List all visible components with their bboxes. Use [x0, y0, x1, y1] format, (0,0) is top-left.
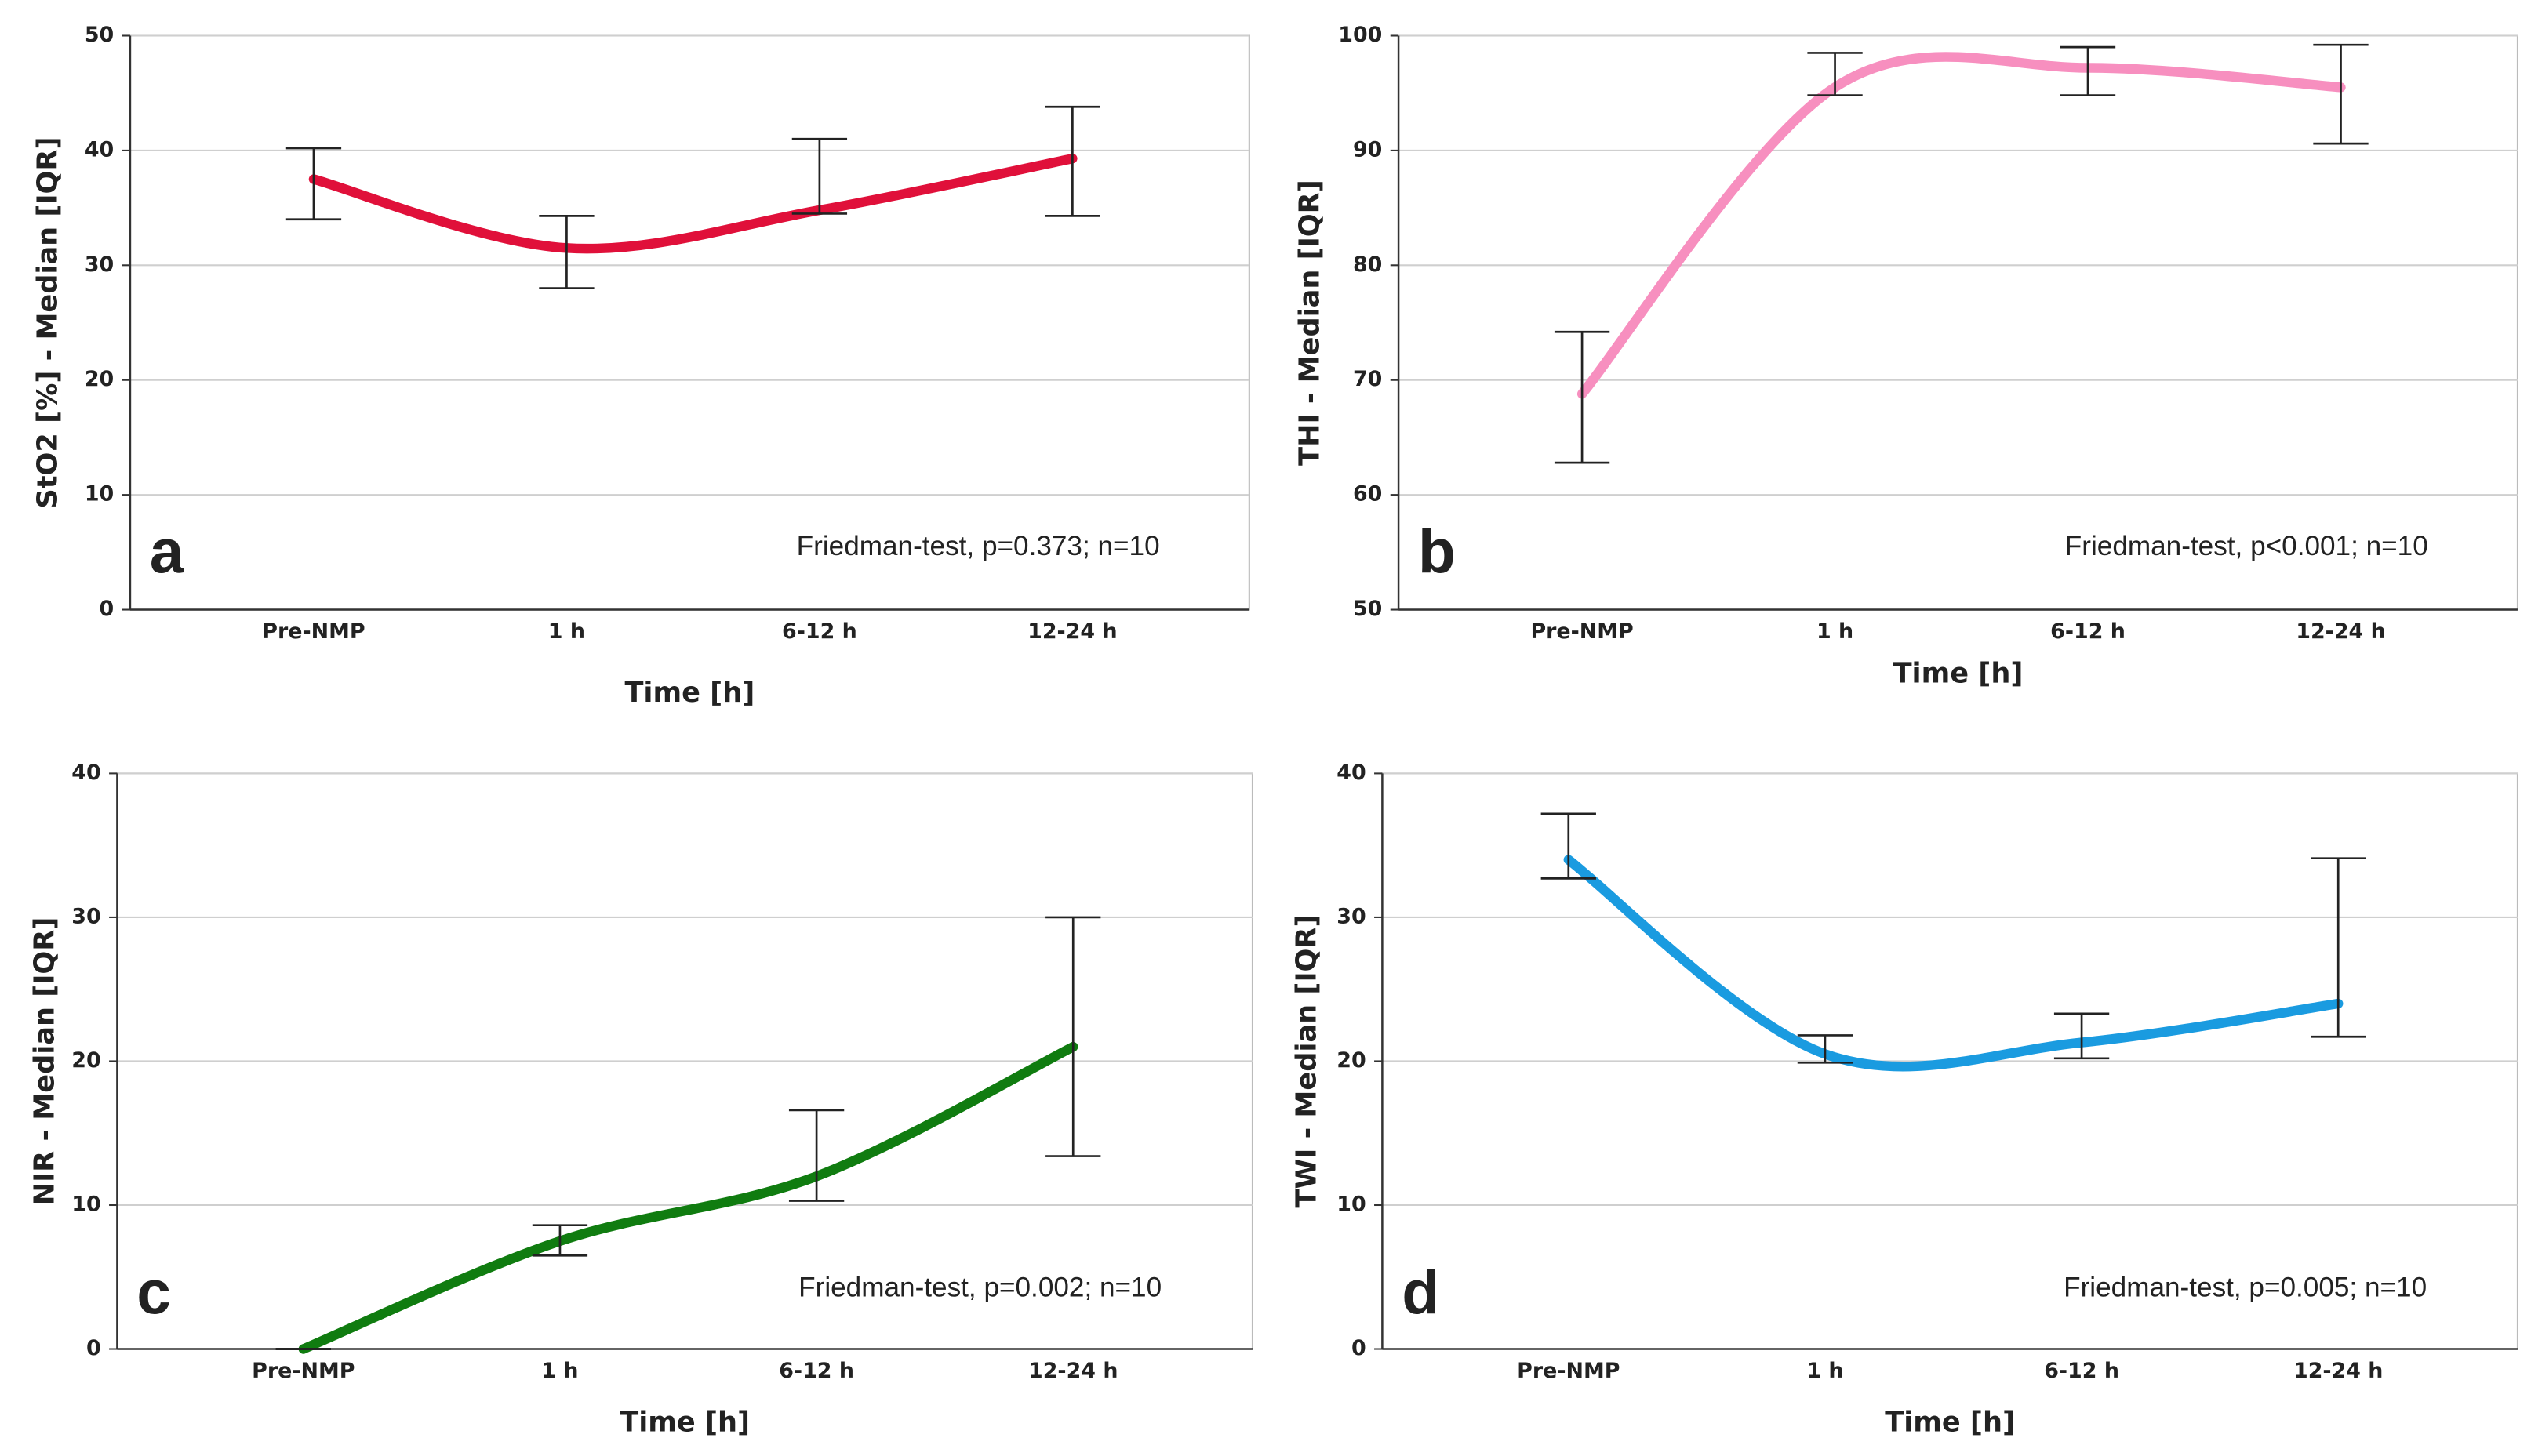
annotation: Friedman-test, p<0.001; n=10 — [2065, 531, 2428, 561]
y-tick-label: 30 — [1336, 904, 1366, 928]
x-tick-label: 6-12 h — [782, 619, 857, 644]
x-tick-label: 1 h — [1816, 619, 1853, 644]
y-axis-title: THI - Median [IQR] — [1293, 180, 1326, 466]
y-tick-label: 10 — [71, 1192, 100, 1216]
x-tick-label: 6-12 h — [2044, 1359, 2119, 1383]
y-tick-label: 100 — [1338, 23, 1382, 47]
y-tick-label: 30 — [71, 904, 100, 928]
x-tick-label: Pre-NMP — [262, 619, 365, 644]
y-axis-title: TWI - Median [IQR] — [1290, 914, 1322, 1207]
plot-frame — [129, 34, 1250, 611]
median-line — [308, 153, 1078, 254]
y-tick-label: 40 — [71, 761, 100, 785]
y-tick-label: 50 — [1353, 597, 1382, 621]
y-tick-label: 60 — [1353, 482, 1382, 507]
y-axis-title: NIR - Median [IQR] — [28, 917, 60, 1206]
y-tick-label: 90 — [1353, 137, 1382, 162]
x-tick-label: 12-24 h — [1028, 1359, 1118, 1383]
x-axis-title: Time [h] — [1885, 1407, 2015, 1439]
median-line — [1563, 855, 2344, 1072]
y-tick-label: 0 — [100, 597, 115, 621]
x-tick-label: 12-24 h — [2296, 619, 2385, 644]
y-tick-label: 20 — [1336, 1048, 1366, 1073]
x-tick-label: Pre-NMP — [1517, 1359, 1620, 1383]
plot-frame — [1398, 34, 2518, 611]
x-tick-label: Pre-NMP — [1530, 619, 1633, 644]
x-tick-label: 6-12 h — [2050, 619, 2126, 644]
y-tick-label: 10 — [1336, 1192, 1366, 1216]
x-tick-label: 1 h — [1806, 1359, 1843, 1383]
panel-label: c — [136, 1258, 171, 1327]
y-tick-label: 50 — [85, 23, 114, 47]
median-line — [298, 1041, 1078, 1354]
x-axis-title: Time [h] — [624, 677, 755, 709]
median-line — [1576, 52, 2346, 399]
annotation: Friedman-test, p=0.373; n=10 — [797, 531, 1160, 561]
y-tick-label: 30 — [85, 252, 114, 277]
x-tick-label: 12-24 h — [1027, 619, 1117, 644]
x-tick-label: 1 h — [541, 1359, 578, 1383]
y-tick-label: 0 — [1351, 1336, 1366, 1360]
x-tick-label: 12-24 h — [2293, 1359, 2383, 1383]
x-tick-label: Pre-NMP — [252, 1359, 355, 1383]
x-tick-label: 1 h — [548, 619, 585, 644]
y-tick-label: 20 — [85, 367, 114, 391]
x-axis-title: Time [h] — [620, 1407, 750, 1439]
annotation: Friedman-test, p=0.002; n=10 — [798, 1272, 1162, 1302]
y-tick-label: 70 — [1353, 367, 1382, 391]
y-tick-label: 0 — [86, 1336, 101, 1360]
y-tick-label: 40 — [1336, 761, 1366, 785]
x-axis-title: Time [h] — [1893, 657, 2024, 689]
y-tick-label: 80 — [1353, 252, 1382, 277]
x-tick-label: 6-12 h — [779, 1359, 854, 1383]
panel-label: d — [1402, 1258, 1439, 1327]
panel-label: a — [150, 517, 185, 586]
panel-label: b — [1418, 517, 1456, 586]
annotation: Friedman-test, p=0.005; n=10 — [2064, 1272, 2427, 1302]
y-tick-label: 20 — [71, 1048, 100, 1073]
y-axis-title: StO2 [%] - Median [IQR] — [32, 136, 64, 508]
y-tick-label: 40 — [85, 137, 114, 162]
y-tick-label: 10 — [85, 482, 114, 507]
